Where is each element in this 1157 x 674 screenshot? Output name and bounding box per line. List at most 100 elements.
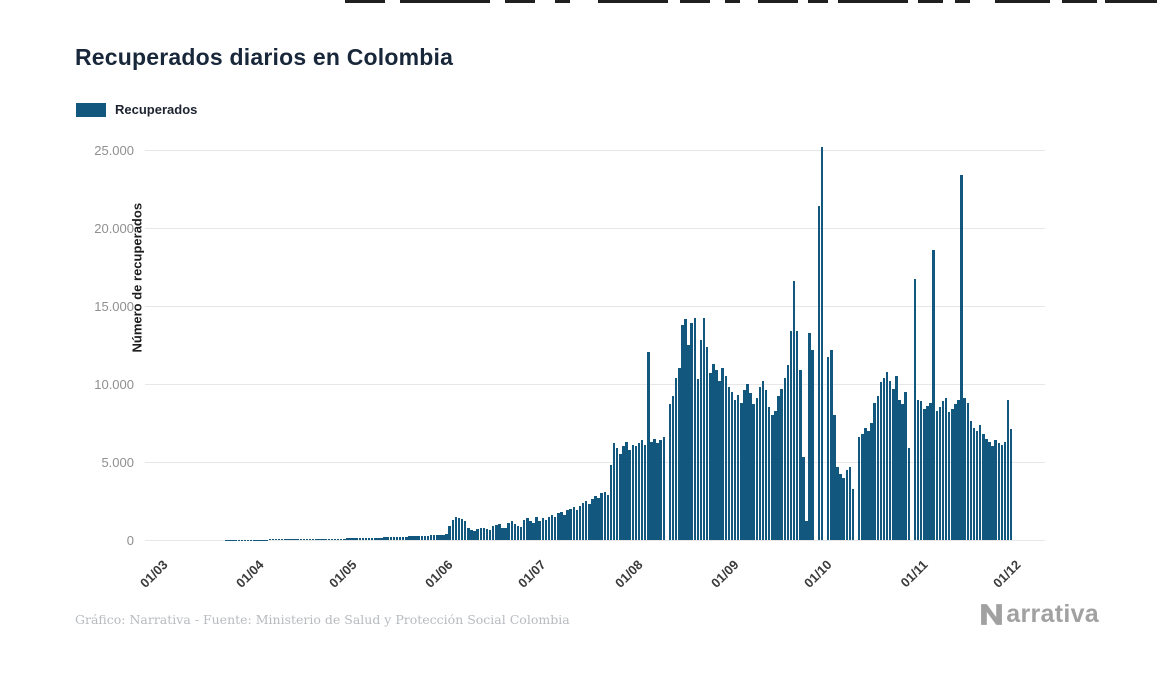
bar[interactable] — [994, 440, 997, 540]
bar[interactable] — [888, 380, 892, 540]
bar[interactable] — [498, 524, 501, 540]
bar[interactable] — [702, 317, 706, 540]
bar[interactable] — [857, 437, 861, 540]
bar[interactable] — [932, 249, 935, 540]
bar[interactable] — [879, 382, 883, 540]
bar[interactable] — [628, 449, 631, 540]
bar[interactable] — [383, 537, 386, 540]
bar[interactable] — [730, 391, 734, 540]
bar[interactable] — [380, 537, 383, 540]
bar[interactable] — [752, 404, 755, 540]
bar[interactable] — [290, 539, 293, 540]
bar[interactable] — [805, 521, 808, 540]
bar[interactable] — [550, 515, 554, 540]
bar[interactable] — [873, 402, 876, 540]
bar[interactable] — [758, 387, 762, 540]
bar[interactable] — [476, 529, 479, 540]
bar[interactable] — [470, 529, 473, 540]
bar[interactable] — [401, 536, 405, 540]
bar[interactable] — [780, 388, 783, 540]
bar[interactable] — [705, 346, 709, 540]
bar[interactable] — [482, 527, 486, 540]
bar[interactable] — [535, 516, 538, 540]
bar[interactable] — [370, 537, 374, 540]
bar[interactable] — [919, 401, 923, 540]
bar[interactable] — [513, 524, 517, 540]
bar[interactable] — [885, 371, 889, 540]
bar[interactable] — [811, 349, 814, 540]
bar[interactable] — [653, 438, 656, 540]
bar[interactable] — [864, 427, 867, 540]
bar[interactable] — [789, 330, 793, 540]
bar[interactable] — [389, 537, 393, 540]
bar[interactable] — [761, 380, 765, 540]
bar[interactable] — [845, 469, 849, 540]
bar[interactable] — [634, 446, 638, 540]
bar[interactable] — [687, 345, 690, 540]
bar[interactable] — [817, 206, 821, 540]
bar[interactable] — [343, 538, 346, 540]
bar[interactable] — [907, 447, 911, 540]
bar[interactable] — [625, 441, 628, 540]
bar[interactable] — [557, 513, 560, 540]
bar[interactable] — [538, 521, 541, 540]
bar[interactable] — [352, 538, 355, 540]
bar[interactable] — [414, 536, 417, 540]
bar[interactable] — [346, 538, 349, 540]
bar[interactable] — [783, 377, 786, 540]
bar[interactable] — [442, 534, 445, 540]
bar[interactable] — [504, 528, 507, 540]
bar[interactable] — [423, 535, 427, 540]
bar[interactable] — [575, 510, 579, 540]
bar[interactable] — [330, 538, 334, 540]
bar[interactable] — [820, 147, 824, 540]
bar[interactable] — [1000, 444, 1004, 540]
bar[interactable] — [603, 491, 607, 540]
bar[interactable] — [432, 535, 436, 540]
bar[interactable] — [553, 516, 557, 540]
bar[interactable] — [771, 415, 774, 540]
bar[interactable] — [631, 444, 634, 540]
bar[interactable] — [299, 539, 303, 540]
bar[interactable] — [867, 430, 870, 540]
bar[interactable] — [674, 377, 678, 540]
bar[interactable] — [529, 521, 532, 540]
bar[interactable] — [501, 527, 504, 540]
bar[interactable] — [978, 424, 982, 540]
bar[interactable] — [417, 536, 420, 540]
bar[interactable] — [721, 368, 724, 540]
bar[interactable] — [581, 502, 585, 540]
bar[interactable] — [898, 399, 901, 540]
bar[interactable] — [1003, 441, 1007, 540]
bar[interactable] — [454, 517, 458, 540]
bar[interactable] — [740, 402, 743, 540]
bar[interactable] — [944, 398, 948, 540]
bar[interactable] — [408, 536, 411, 540]
bar[interactable] — [861, 433, 864, 540]
bar[interactable] — [833, 415, 836, 540]
bar[interactable] — [339, 538, 343, 540]
bar[interactable] — [718, 380, 721, 540]
bar[interactable] — [951, 408, 954, 540]
bar[interactable] — [327, 538, 330, 540]
bar[interactable] — [619, 454, 622, 540]
bar[interactable] — [851, 488, 855, 540]
bar[interactable] — [612, 443, 616, 540]
bar[interactable] — [966, 402, 970, 540]
bar[interactable] — [386, 537, 389, 540]
bar[interactable] — [516, 525, 520, 540]
bar[interactable] — [336, 538, 340, 540]
bar[interactable] — [637, 443, 641, 540]
bar[interactable] — [594, 496, 597, 540]
bar[interactable] — [467, 527, 470, 540]
bar[interactable] — [277, 539, 281, 540]
bar[interactable] — [566, 510, 569, 540]
bar[interactable] — [904, 391, 907, 540]
bar[interactable] — [305, 539, 309, 540]
bar[interactable] — [764, 390, 768, 540]
bar[interactable] — [913, 279, 917, 540]
bar[interactable] — [736, 394, 740, 540]
bar[interactable] — [302, 539, 306, 540]
bar[interactable] — [777, 396, 780, 540]
bar[interactable] — [463, 521, 467, 540]
